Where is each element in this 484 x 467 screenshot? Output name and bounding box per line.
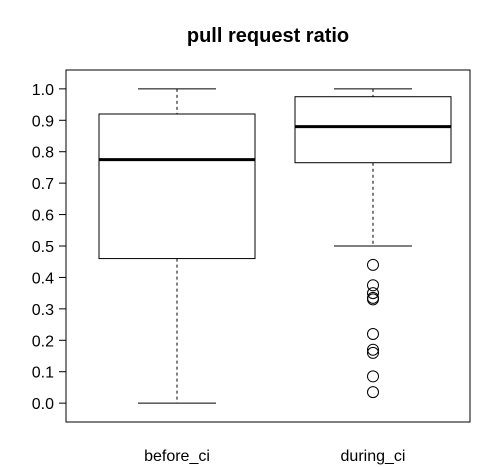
category-label: during_ci <box>341 448 406 465</box>
x-axis-labels: before_ci during_ci <box>144 448 405 465</box>
y-tick-label: 0.2 <box>32 333 54 350</box>
outlier-point <box>367 258 379 271</box>
box-during_ci <box>294 88 452 399</box>
iqr-box <box>294 96 452 164</box>
outlier-point <box>367 287 379 300</box>
boxes-group <box>98 88 452 404</box>
y-tick-label: 0.5 <box>32 239 54 256</box>
y-tick-label: 0.0 <box>32 396 54 413</box>
y-tick-label: 0.7 <box>32 176 54 193</box>
outlier-point <box>367 279 379 292</box>
y-tick-label: 0.9 <box>32 113 54 130</box>
y-axis: 0.0 0.1 0.2 0.3 0.4 0.5 0.6 0.7 0.8 0.9 1.0 <box>32 82 66 413</box>
y-tick-label: 1.0 <box>32 82 54 99</box>
y-tick-label: 0.1 <box>32 365 54 382</box>
outlier-point <box>367 346 379 359</box>
outlier-point <box>367 328 379 340</box>
category-label: before_ci <box>144 448 210 465</box>
box-before_ci <box>98 88 256 404</box>
outlier-point <box>367 293 379 306</box>
y-tick-label: 0.8 <box>32 145 54 162</box>
outlier-point <box>367 386 379 399</box>
plot-frame <box>65 69 471 423</box>
y-tick-label: 0.4 <box>32 270 54 287</box>
chart-title: pull request ratio <box>187 25 349 47</box>
outlier-point <box>367 343 379 356</box>
outlier-point <box>367 370 379 383</box>
y-tick-label: 0.6 <box>32 208 54 225</box>
iqr-box <box>98 113 256 260</box>
y-tick-label: 0.3 <box>32 302 54 319</box>
